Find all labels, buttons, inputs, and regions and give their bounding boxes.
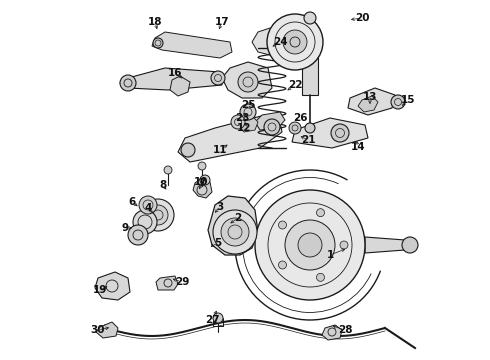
Text: 12: 12	[237, 123, 251, 133]
Circle shape	[128, 225, 148, 245]
Text: 4: 4	[145, 203, 152, 213]
Polygon shape	[178, 115, 282, 162]
Circle shape	[231, 115, 245, 129]
Circle shape	[181, 143, 195, 157]
Circle shape	[240, 104, 256, 120]
Circle shape	[278, 221, 287, 229]
Text: 21: 21	[301, 135, 315, 145]
Polygon shape	[208, 196, 258, 255]
Circle shape	[148, 205, 168, 225]
Text: 15: 15	[401, 95, 415, 105]
Text: 13: 13	[363, 92, 377, 102]
Text: 10: 10	[194, 177, 208, 187]
Text: 1: 1	[326, 250, 334, 260]
Polygon shape	[358, 96, 378, 112]
Circle shape	[198, 162, 206, 170]
Text: 23: 23	[235, 113, 249, 123]
Polygon shape	[152, 32, 232, 58]
Circle shape	[289, 122, 301, 134]
Polygon shape	[120, 68, 222, 90]
Text: 9: 9	[122, 223, 128, 233]
Circle shape	[283, 30, 307, 54]
Circle shape	[304, 12, 316, 24]
Circle shape	[213, 210, 257, 254]
Polygon shape	[302, 55, 318, 95]
Circle shape	[142, 199, 174, 231]
Circle shape	[120, 75, 136, 91]
Circle shape	[197, 185, 207, 195]
Circle shape	[340, 241, 348, 249]
Polygon shape	[170, 76, 190, 96]
Text: 25: 25	[241, 100, 255, 110]
Text: 14: 14	[351, 142, 366, 152]
Circle shape	[255, 190, 365, 300]
Text: 17: 17	[215, 17, 229, 27]
Circle shape	[153, 38, 163, 48]
Circle shape	[267, 14, 323, 70]
Polygon shape	[348, 88, 395, 115]
Polygon shape	[156, 276, 178, 290]
Circle shape	[238, 72, 258, 92]
Polygon shape	[95, 272, 130, 300]
Circle shape	[164, 166, 172, 174]
Circle shape	[211, 71, 225, 85]
Text: 22: 22	[288, 80, 302, 90]
Circle shape	[391, 95, 405, 109]
Text: 19: 19	[93, 285, 107, 295]
Polygon shape	[252, 28, 278, 55]
Polygon shape	[255, 112, 285, 130]
Polygon shape	[222, 62, 272, 98]
Circle shape	[139, 196, 157, 214]
Text: 20: 20	[355, 13, 369, 23]
Circle shape	[317, 273, 324, 281]
Circle shape	[278, 261, 287, 269]
Text: 3: 3	[217, 202, 223, 212]
Text: 16: 16	[168, 68, 182, 78]
Text: 2: 2	[234, 213, 242, 223]
Circle shape	[285, 220, 335, 270]
Circle shape	[200, 175, 210, 185]
Polygon shape	[292, 118, 368, 148]
Polygon shape	[365, 237, 415, 253]
Circle shape	[221, 218, 249, 246]
Text: 11: 11	[213, 145, 227, 155]
Text: 26: 26	[293, 113, 307, 123]
Text: 18: 18	[148, 17, 162, 27]
Polygon shape	[193, 178, 212, 198]
Text: 7: 7	[198, 178, 206, 188]
Circle shape	[133, 210, 157, 234]
Polygon shape	[238, 116, 258, 132]
Polygon shape	[96, 322, 118, 338]
Text: 28: 28	[338, 325, 352, 335]
Circle shape	[213, 313, 223, 323]
Circle shape	[305, 123, 315, 133]
Circle shape	[402, 237, 418, 253]
Circle shape	[298, 233, 322, 257]
Text: 5: 5	[215, 238, 221, 248]
Text: 27: 27	[205, 315, 220, 325]
Text: 29: 29	[175, 277, 189, 287]
Text: 6: 6	[128, 197, 136, 207]
Circle shape	[331, 124, 349, 142]
Circle shape	[317, 209, 324, 217]
Circle shape	[264, 119, 280, 135]
Text: 8: 8	[159, 180, 167, 190]
Polygon shape	[322, 325, 342, 340]
Text: 24: 24	[273, 37, 287, 47]
Text: 30: 30	[91, 325, 105, 335]
